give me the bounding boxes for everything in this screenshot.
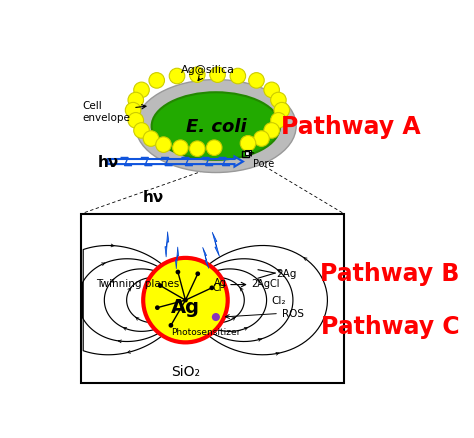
Text: Cl₂: Cl₂ [272,296,286,305]
Circle shape [264,83,280,99]
Circle shape [264,124,280,139]
Bar [242,152,249,158]
Circle shape [173,141,188,156]
Circle shape [183,298,188,303]
Circle shape [274,103,290,119]
Circle shape [206,141,222,156]
Text: hν: hν [98,155,119,170]
Text: Ag@silica: Ag@silica [181,64,235,81]
Circle shape [158,283,163,288]
Text: hν: hν [143,190,164,205]
Circle shape [143,131,159,147]
Circle shape [149,74,164,89]
Circle shape [169,69,185,85]
Text: Photosensitizer: Photosensitizer [171,328,240,336]
Text: Ag: Ag [171,298,200,317]
Polygon shape [203,248,209,269]
Circle shape [190,68,205,83]
Ellipse shape [136,81,296,173]
Circle shape [134,124,149,139]
Text: Pore: Pore [249,153,274,169]
Bar [81,215,344,383]
Text: Cl⁻: Cl⁻ [212,283,227,292]
Circle shape [254,131,269,147]
Circle shape [195,272,200,276]
Circle shape [169,323,173,328]
Text: SiO₂: SiO₂ [171,364,200,378]
Text: E. coli: E. coli [185,118,246,136]
Circle shape [175,270,180,275]
Text: Pathway B: Pathway B [320,261,460,286]
Circle shape [128,93,144,109]
Text: Pathway C: Pathway C [320,314,459,339]
Circle shape [125,103,141,119]
Ellipse shape [152,93,280,160]
Text: 2Ag: 2Ag [277,268,297,279]
Circle shape [210,68,225,83]
Circle shape [143,258,228,343]
Circle shape [271,93,286,109]
Polygon shape [175,247,179,269]
Circle shape [271,113,286,129]
Circle shape [230,69,246,85]
Circle shape [156,138,171,153]
Polygon shape [212,233,219,257]
Text: Pathway A: Pathway A [281,115,421,139]
Circle shape [249,74,264,89]
Text: 2AgCl: 2AgCl [251,279,280,289]
Circle shape [190,141,205,157]
Text: Twinning planes: Twinning planes [96,279,179,289]
Circle shape [155,306,160,310]
Polygon shape [165,232,169,258]
Circle shape [134,83,149,99]
Circle shape [240,136,256,152]
Circle shape [128,113,144,129]
Text: Ag: Ag [214,278,227,288]
Circle shape [150,265,221,336]
Text: Cell
envelope: Cell envelope [82,101,146,122]
Text: ROS: ROS [226,308,304,319]
Bar [245,150,251,155]
Circle shape [212,313,220,321]
Circle shape [210,286,214,290]
